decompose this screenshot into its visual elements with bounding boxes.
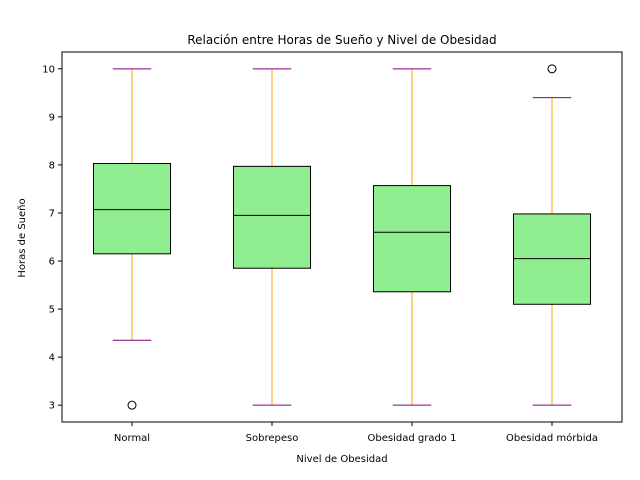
box-group-2 — [233, 68, 311, 406]
outlier-point — [127, 400, 137, 410]
y-axis: 3 4 5 6 7 8 9 10 — [42, 64, 62, 412]
box — [233, 165, 311, 269]
y-tick-label: 4 — [49, 353, 55, 364]
plot-frame — [61, 51, 623, 423]
outlier-point — [547, 64, 557, 74]
x-tick-label: Normal — [114, 433, 150, 444]
x-tick-label: Obesidad mórbida — [506, 432, 598, 444]
x-tick-label: Obesidad grado 1 — [368, 433, 457, 444]
y-tick-label: 6 — [49, 257, 55, 268]
x-axis: Normal Sobrepeso Obesidad grado 1 Obesidad … — [114, 422, 598, 444]
box — [93, 162, 171, 255]
y-tick-label: 5 — [49, 305, 55, 316]
y-tick-label: 10 — [42, 64, 55, 75]
chart-title: Relación entre Horas de Sueño y Nivel de… — [187, 33, 496, 47]
box-group-1 — [93, 68, 171, 410]
box-group-4 — [513, 64, 591, 406]
y-tick-label: 8 — [49, 160, 55, 171]
x-tick-label: Sobrepeso — [246, 433, 299, 444]
y-tick-label: 7 — [49, 208, 55, 219]
y-tick-label: 3 — [49, 401, 55, 412]
box — [373, 185, 451, 293]
y-tick-label: 9 — [49, 112, 55, 123]
plot-area — [93, 64, 591, 410]
x-axis-label: Nivel de Obesidad — [296, 454, 387, 465]
y-axis-label: Horas de Sueño — [17, 198, 28, 277]
box-group-3 — [373, 68, 451, 406]
